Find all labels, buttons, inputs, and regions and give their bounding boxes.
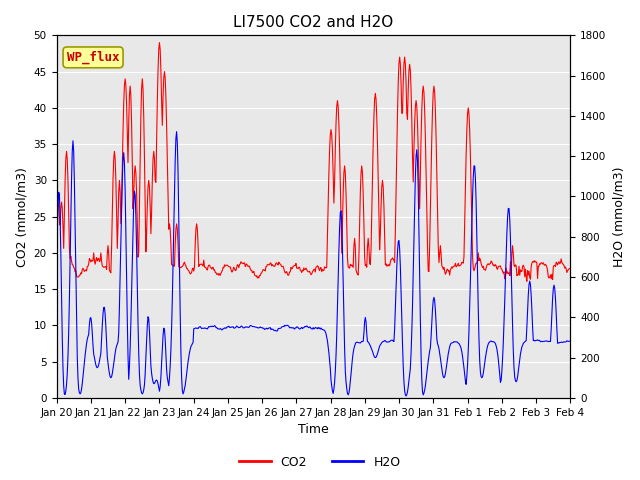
Y-axis label: H2O (mmol/m3): H2O (mmol/m3) bbox=[612, 167, 625, 267]
X-axis label: Time: Time bbox=[298, 423, 329, 436]
Text: WP_flux: WP_flux bbox=[67, 51, 119, 64]
Legend: CO2, H2O: CO2, H2O bbox=[234, 451, 406, 474]
Title: LI7500 CO2 and H2O: LI7500 CO2 and H2O bbox=[234, 15, 394, 30]
Y-axis label: CO2 (mmol/m3): CO2 (mmol/m3) bbox=[15, 167, 28, 266]
